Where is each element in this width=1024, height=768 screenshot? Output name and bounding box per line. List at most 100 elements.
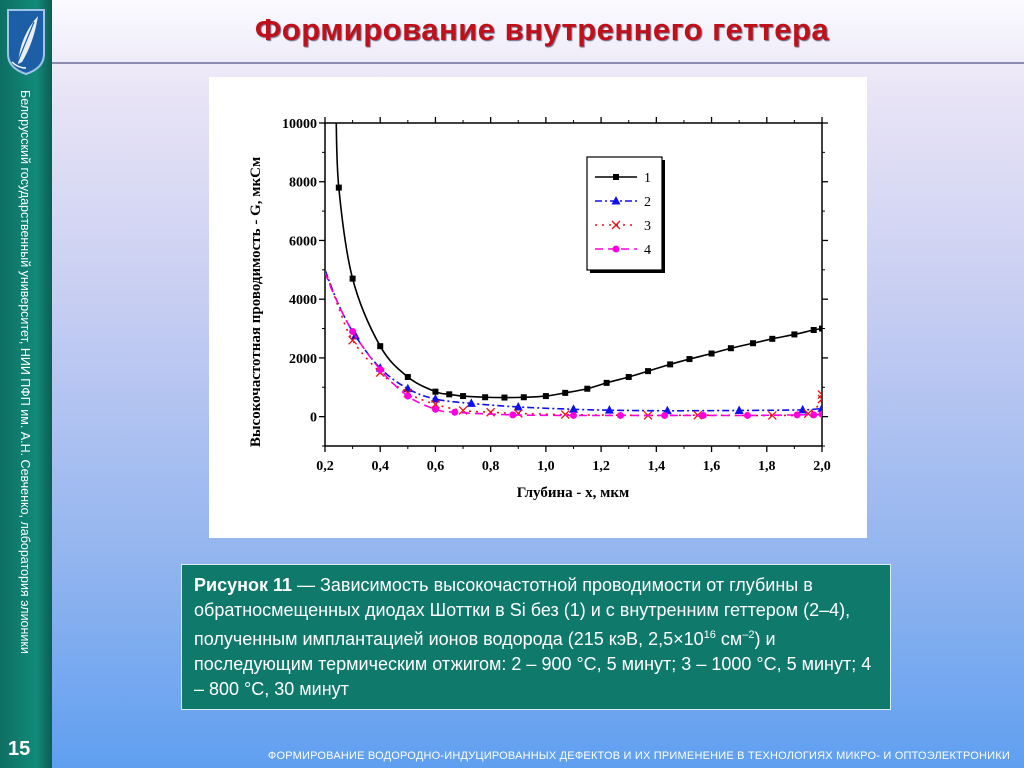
- y-tick-label: 0: [310, 411, 317, 426]
- plot-panel: 0,2 0,4 0,6 0,8 1,0 1,2 1,4 1,6 1,8 2,0 0 2000 4000 6…: [209, 77, 867, 538]
- caption-base: 10: [683, 629, 704, 649]
- feather-crest-icon: [7, 9, 45, 76]
- series-1-point: [520, 394, 527, 401]
- x-tick-label: 0,2: [316, 459, 334, 474]
- series-1-point: [432, 388, 439, 395]
- x-tick-label: 0,8: [482, 459, 500, 474]
- series-3-point: [767, 411, 777, 420]
- x-tick-label: 1,0: [537, 459, 555, 474]
- caption-times: ×: [673, 629, 684, 649]
- series-1: [335, 123, 822, 401]
- series-1-point: [460, 393, 467, 400]
- y-tick-label: 10000: [282, 117, 317, 132]
- caption-text-2: ) и последующим термическим отжигом: 2 –…: [194, 629, 872, 699]
- series-3-point: [560, 410, 570, 420]
- legend-marker-3: [611, 220, 621, 230]
- series-4-point: [451, 408, 459, 416]
- series-3-point: [348, 335, 358, 345]
- x-tick-label: 0,6: [427, 459, 445, 474]
- footer-text: Формирование водородно-индуцированных де…: [267, 750, 1010, 762]
- series-4-point: [810, 411, 818, 419]
- page-number: 15: [8, 738, 31, 760]
- figure-caption: Рисунок 11 — Зависимость высокочастотной…: [181, 564, 891, 710]
- series-4-point: [661, 411, 669, 419]
- series-3-point-stroke: [430, 399, 440, 409]
- legend-marker-3-stroke: [611, 220, 621, 230]
- series-2-point: [430, 394, 440, 403]
- series-4-point: [743, 411, 751, 419]
- series-1-point: [791, 331, 798, 338]
- series-2-point: [817, 403, 822, 412]
- series-4-point: [376, 366, 384, 374]
- series-3-point-stroke: [560, 410, 570, 420]
- legend-label-2: 2: [644, 195, 651, 210]
- series-1-point: [769, 335, 776, 342]
- caption-label: Рисунок 11: [194, 575, 292, 595]
- x-tick-label: 1,2: [592, 459, 610, 474]
- x-tick-label: 0,4: [371, 459, 389, 474]
- caption-exp2: –2: [742, 629, 755, 641]
- series-1-point: [727, 345, 734, 352]
- legend-label-1: 1: [644, 171, 651, 186]
- series-1-point: [501, 394, 508, 401]
- series-4-point: [793, 411, 801, 419]
- series-1-point: [335, 184, 342, 191]
- series-1-point: [708, 350, 715, 357]
- series-2-point: [734, 405, 744, 414]
- series-1-point: [349, 275, 356, 282]
- y-tick-label: 8000: [289, 176, 317, 191]
- series-3-point-stroke: [817, 393, 822, 400]
- x-axis-label: Глубина - х, мкм: [517, 485, 629, 501]
- series-1-point: [584, 385, 591, 392]
- legend-box: [586, 156, 663, 271]
- x-tick-label: 1,6: [703, 459, 721, 474]
- series-1-point: [562, 389, 569, 396]
- series-4-point: [616, 411, 624, 419]
- series-1-point: [819, 325, 822, 332]
- legend-marker-4: [612, 245, 620, 253]
- series-4-point: [349, 327, 357, 335]
- series-3-point-stroke: [348, 335, 358, 345]
- caption-exp1: 16: [703, 629, 716, 641]
- y-tick-label: 4000: [289, 293, 317, 308]
- series-1-point: [404, 373, 411, 380]
- legend-marker-2: [611, 196, 621, 205]
- legend-label-4: 4: [644, 243, 651, 258]
- series-1-point: [542, 393, 549, 400]
- series-1-point: [810, 327, 817, 334]
- series-3-point-stroke: [817, 398, 822, 404]
- conductance-chart: 0,2 0,4 0,6 0,8 1,0 1,2 1,4 1,6 1,8 2,0 0 2000 4000 6…: [248, 117, 831, 501]
- axes-group: 0,2 0,4 0,6 0,8 1,0 1,2 1,4 1,6 1,8 2,0 0 2000 4000 6…: [282, 117, 831, 474]
- caption-unit: см: [715, 629, 743, 649]
- title-divider: [52, 62, 1024, 64]
- series-2-point: [466, 398, 476, 407]
- series-4-point: [431, 405, 439, 413]
- series-2-point: [604, 405, 614, 414]
- series-3-point: [817, 394, 822, 404]
- series-3-point-stroke: [486, 407, 496, 417]
- series-1-point: [625, 373, 632, 380]
- series-3-point-stroke: [817, 394, 822, 400]
- series-4: [325, 272, 822, 419]
- series-1-line: [335, 123, 822, 399]
- series-3-point-stroke: [803, 409, 813, 419]
- slide-title: Формирование внутреннего геттера: [254, 12, 830, 47]
- series-3-point: [486, 407, 496, 417]
- y-axis-label: Высокочастотная проводимость - G, мкСм: [248, 157, 264, 447]
- series-1-point: [446, 391, 453, 398]
- series-4-point: [699, 411, 707, 419]
- series-4-point: [509, 411, 517, 419]
- series-4-point: [404, 392, 412, 400]
- series-3-point: [817, 390, 822, 400]
- x-tick-label: 2,0: [813, 459, 831, 474]
- series-2-point: [513, 401, 523, 411]
- sidebar: Белорусский государственный университет,…: [0, 0, 52, 768]
- sidebar-vertical-text: Белорусский государственный университет,…: [18, 90, 32, 654]
- series-3-point-stroke: [817, 390, 822, 396]
- caption-text-1: — Зависимость высокочастотной проводимос…: [194, 575, 851, 649]
- series-group: [325, 123, 822, 420]
- legend-label-3: 3: [644, 219, 651, 234]
- series-1-point: [667, 361, 674, 368]
- series-1-point: [749, 340, 756, 347]
- x-tick-label: 1,8: [758, 459, 776, 474]
